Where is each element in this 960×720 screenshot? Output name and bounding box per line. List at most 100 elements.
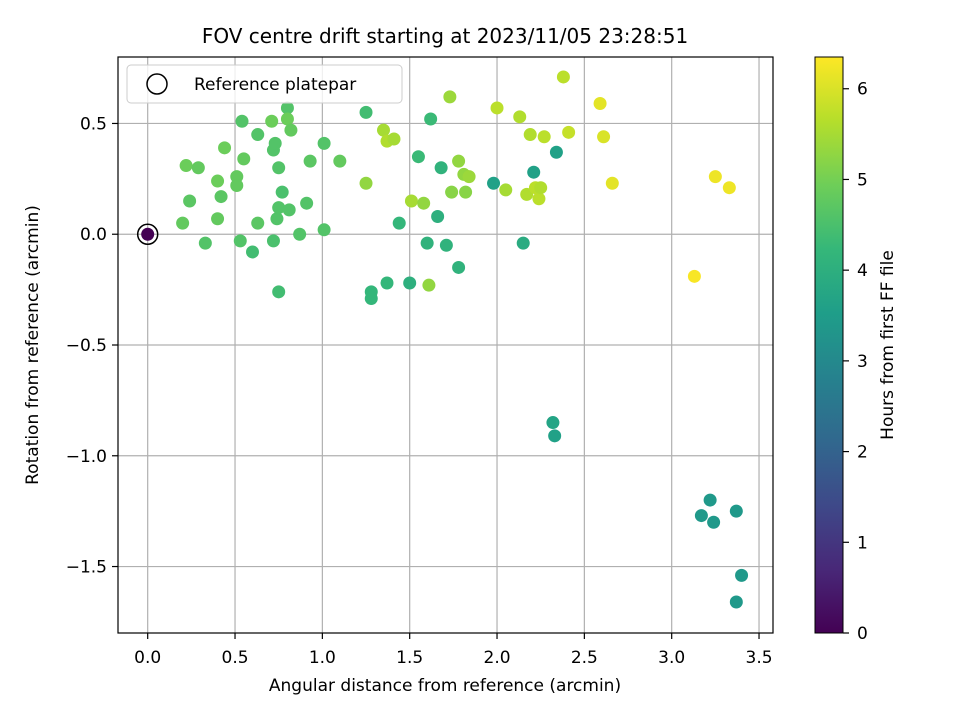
data-point [376, 123, 390, 137]
data-point [280, 112, 294, 126]
scatter-points [136, 70, 749, 609]
y-axis: 0.5 0.0 −0.5 −1.0 −1.5 [66, 114, 118, 578]
data-point [364, 291, 378, 305]
y-tick-label: −1.5 [66, 558, 107, 578]
data-point [300, 196, 314, 210]
data-point [462, 170, 476, 184]
colorbar-label: Hours from first FF file [878, 250, 898, 440]
data-point [549, 145, 563, 159]
data-point [527, 165, 541, 179]
x-tick-label: 1.5 [396, 648, 423, 668]
data-point [141, 227, 155, 241]
y-tick-label: −1.0 [66, 447, 107, 467]
data-point [275, 185, 289, 199]
colorbar-tick-label: 6 [857, 80, 868, 100]
data-point [431, 210, 445, 224]
x-axis-label: Angular distance from reference (arcmin) [269, 676, 621, 696]
x-tick-label: 0.0 [134, 648, 161, 668]
data-point [694, 509, 708, 523]
data-point [411, 150, 425, 164]
data-point [211, 174, 225, 188]
data-point [191, 161, 205, 175]
legend-box [126, 64, 403, 104]
data-point [272, 161, 286, 175]
data-point [548, 429, 562, 443]
data-point [420, 236, 434, 250]
data-point [459, 185, 473, 199]
data-point [303, 154, 317, 168]
data-point [237, 152, 251, 166]
data-point [218, 141, 232, 155]
data-point [597, 130, 611, 144]
data-point [722, 181, 736, 195]
x-tick-label: 3.0 [658, 648, 685, 668]
data-point [317, 223, 331, 237]
data-point [452, 260, 466, 274]
data-point [404, 194, 418, 208]
data-point [392, 216, 406, 230]
data-point [729, 595, 743, 609]
data-point [445, 185, 459, 199]
data-point [293, 227, 307, 241]
x-tick-label: 2.5 [571, 648, 598, 668]
data-point [198, 236, 212, 250]
data-point [233, 234, 247, 248]
data-point [439, 238, 453, 252]
data-point [183, 194, 197, 208]
y-tick-label: 0.0 [80, 225, 107, 245]
data-point [214, 190, 228, 204]
data-point [452, 154, 466, 168]
data-point [179, 159, 193, 173]
data-point [211, 212, 225, 226]
data-point [272, 285, 286, 299]
data-point [235, 114, 249, 128]
data-point [687, 269, 701, 283]
data-point [282, 203, 296, 217]
data-point [359, 105, 373, 119]
data-point [499, 183, 513, 197]
chart-title: FOV centre drift starting at 2023/11/05 … [202, 24, 688, 48]
data-point [513, 110, 527, 124]
colorbar-frame [814, 56, 844, 634]
data-point [245, 245, 259, 259]
x-tick-label: 1.0 [309, 648, 336, 668]
colorbar-tick-label: 0 [857, 624, 868, 644]
data-point [266, 234, 280, 248]
colorbar-ticks: 0 1 2 3 4 5 6 [843, 80, 868, 644]
colorbar-tick-label: 3 [857, 352, 868, 372]
colorbar-tick-label: 4 [857, 261, 868, 281]
x-tick-label: 0.5 [222, 648, 249, 668]
data-point [268, 136, 282, 150]
data-point [708, 170, 722, 184]
data-point [443, 90, 457, 104]
data-point [562, 125, 576, 139]
data-point [707, 515, 721, 529]
colorbar-tick-label: 5 [857, 170, 868, 190]
data-point [434, 161, 448, 175]
data-point [251, 216, 265, 230]
data-point [284, 123, 298, 137]
data-point [523, 128, 537, 142]
data-point [265, 114, 279, 128]
data-point [546, 416, 560, 430]
data-point [593, 97, 607, 111]
grid-lines [118, 57, 773, 633]
data-point [516, 236, 530, 250]
x-tick-label: 2.0 [484, 648, 511, 668]
data-point [176, 216, 190, 230]
data-point [703, 493, 717, 507]
x-axis: 0.0 0.5 1.0 1.5 2.0 2.5 3.0 3.5 [134, 633, 773, 668]
data-point [387, 132, 401, 146]
reference-marker [136, 223, 159, 245]
data-point [403, 276, 417, 290]
data-point [422, 278, 436, 292]
data-point [280, 101, 294, 115]
data-point [556, 70, 570, 84]
data-point [251, 128, 265, 142]
x-tick-label: 3.5 [746, 648, 773, 668]
data-point [605, 176, 619, 190]
data-point [735, 568, 749, 582]
data-point [359, 176, 373, 190]
colorbar: 0 1 2 3 4 5 6 Hours from first FF file [814, 56, 898, 644]
